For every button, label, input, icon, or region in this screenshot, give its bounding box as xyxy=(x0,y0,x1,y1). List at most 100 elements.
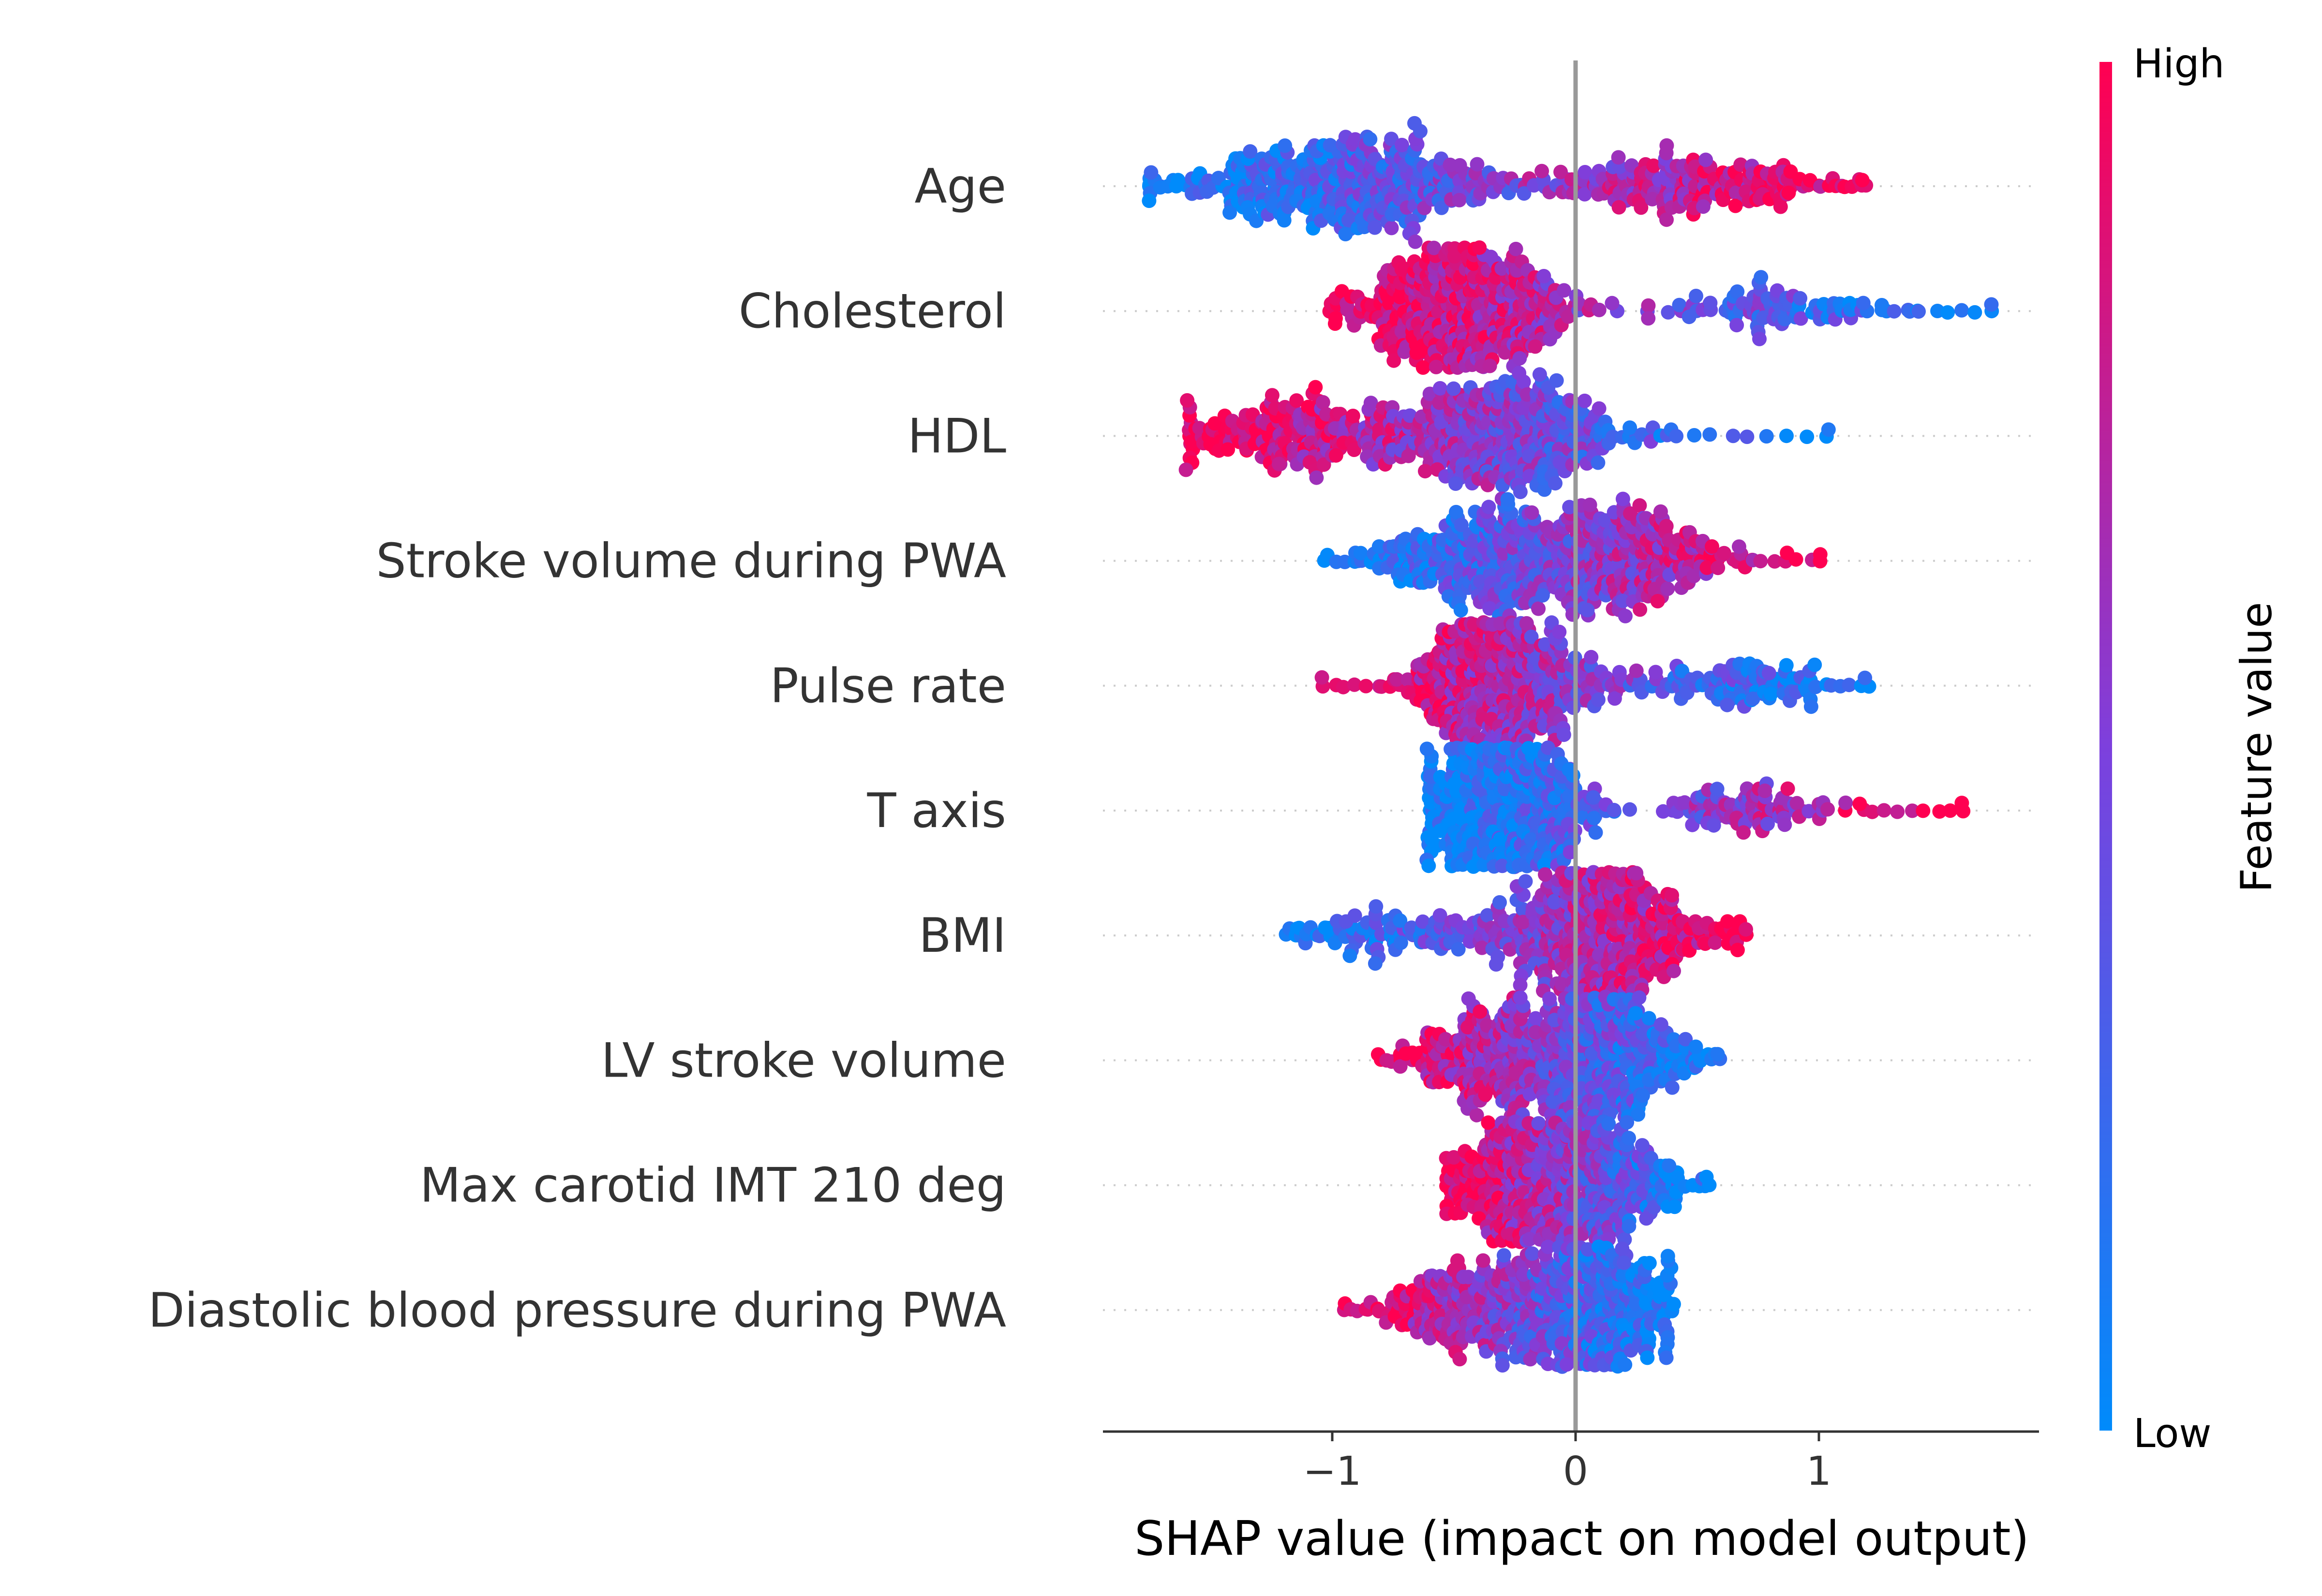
shap-point xyxy=(1347,443,1362,457)
shap-point xyxy=(1531,601,1546,616)
shap-point xyxy=(1512,366,1527,381)
shap-point xyxy=(1368,956,1383,971)
shap-point xyxy=(1484,250,1498,265)
shap-point xyxy=(1618,608,1633,623)
shap-point xyxy=(1754,270,1769,285)
shap-point xyxy=(1730,284,1745,299)
shap-point xyxy=(1653,1017,1668,1032)
shap-point xyxy=(1807,657,1822,672)
shap-point xyxy=(1500,492,1515,507)
shap-point xyxy=(1289,393,1304,408)
shap-point xyxy=(1591,455,1606,470)
shap-point xyxy=(1482,358,1497,373)
shap-point xyxy=(1855,173,1870,188)
shap-point xyxy=(1144,165,1159,180)
shap-point xyxy=(1781,185,1796,200)
shap-point xyxy=(1635,1088,1650,1103)
shap-point xyxy=(1653,504,1668,519)
shap-point xyxy=(1607,803,1622,817)
shap-point xyxy=(1793,291,1808,306)
shap-point xyxy=(1519,616,1534,631)
shap-point xyxy=(1632,990,1647,1005)
shap-point xyxy=(1665,888,1679,902)
shap-point xyxy=(1577,187,1592,202)
shap-point xyxy=(1427,240,1442,255)
shap-point xyxy=(1342,948,1357,963)
shap-point xyxy=(1800,429,1815,444)
shap-point xyxy=(1711,561,1726,576)
shap-point xyxy=(1696,199,1711,214)
shap-point xyxy=(1821,422,1836,437)
shap-point xyxy=(1611,200,1626,215)
shap-point xyxy=(1757,783,1772,798)
shap-point xyxy=(1629,866,1644,881)
shap-point xyxy=(1710,782,1725,797)
shap-point xyxy=(1665,1080,1680,1095)
shap-point xyxy=(1386,353,1401,368)
shap-point xyxy=(1407,116,1422,131)
shap-point xyxy=(1265,388,1280,403)
shap-point xyxy=(1629,663,1644,678)
shap-point xyxy=(1536,269,1551,283)
shap-point xyxy=(1580,603,1595,618)
shap-point xyxy=(1142,193,1157,208)
shap-point xyxy=(1661,305,1676,320)
shap-point xyxy=(1659,212,1674,227)
shap-point xyxy=(1453,603,1468,618)
shap-point xyxy=(1720,697,1735,712)
shap-point xyxy=(1309,470,1324,485)
shap-point xyxy=(1793,311,1808,326)
shap-point xyxy=(1508,241,1523,256)
shap-point xyxy=(1517,186,1532,201)
shap-point xyxy=(1587,811,1602,826)
shap-point xyxy=(1538,867,1552,882)
shap-point xyxy=(1358,679,1373,694)
shap-point xyxy=(1415,360,1430,375)
shap-point xyxy=(1813,547,1828,562)
shap-point xyxy=(1577,393,1592,408)
shap-point xyxy=(1607,691,1622,706)
shap-point xyxy=(1633,602,1648,617)
shap-point xyxy=(1492,895,1507,910)
shap-point xyxy=(1761,665,1776,680)
shap-point xyxy=(1222,205,1237,220)
shap-point xyxy=(1687,428,1702,443)
shap-point xyxy=(1419,741,1434,756)
shap-point xyxy=(1954,303,1969,318)
shap-point xyxy=(1363,396,1378,411)
shap-point xyxy=(1552,624,1567,639)
shap-point xyxy=(1740,429,1755,444)
shap-point xyxy=(1448,476,1463,491)
shap-point xyxy=(1512,351,1527,366)
shap-point xyxy=(1178,462,1193,477)
shap-point xyxy=(1660,581,1675,596)
shap-point xyxy=(1940,305,1955,320)
shap-point xyxy=(1753,554,1768,569)
shap-point xyxy=(1314,670,1329,685)
shap-point xyxy=(1452,192,1467,207)
shap-point xyxy=(1524,505,1539,520)
shap-point xyxy=(1779,658,1794,673)
shap-point xyxy=(1243,144,1258,159)
shap-point xyxy=(1338,227,1353,241)
shap-point xyxy=(1418,464,1432,479)
shap-point xyxy=(1473,1004,1488,1019)
shap-point xyxy=(1706,818,1721,833)
shap-point xyxy=(1628,1006,1643,1021)
shap-point xyxy=(1731,539,1746,554)
shap-point xyxy=(1384,132,1399,147)
shap-point xyxy=(1211,171,1226,186)
shap-point xyxy=(1434,200,1449,215)
shap-point xyxy=(1557,283,1572,298)
shap-point xyxy=(1345,409,1360,423)
shap-point xyxy=(1592,401,1607,416)
shap-point xyxy=(1789,796,1804,811)
shap-point xyxy=(1513,990,1528,1005)
shap-point xyxy=(1672,297,1687,312)
shap-point xyxy=(1588,825,1603,840)
shap-point xyxy=(1542,991,1557,1006)
shap-point xyxy=(1461,991,1476,1006)
shap-point xyxy=(1739,922,1753,937)
shap-point xyxy=(1688,1039,1703,1054)
